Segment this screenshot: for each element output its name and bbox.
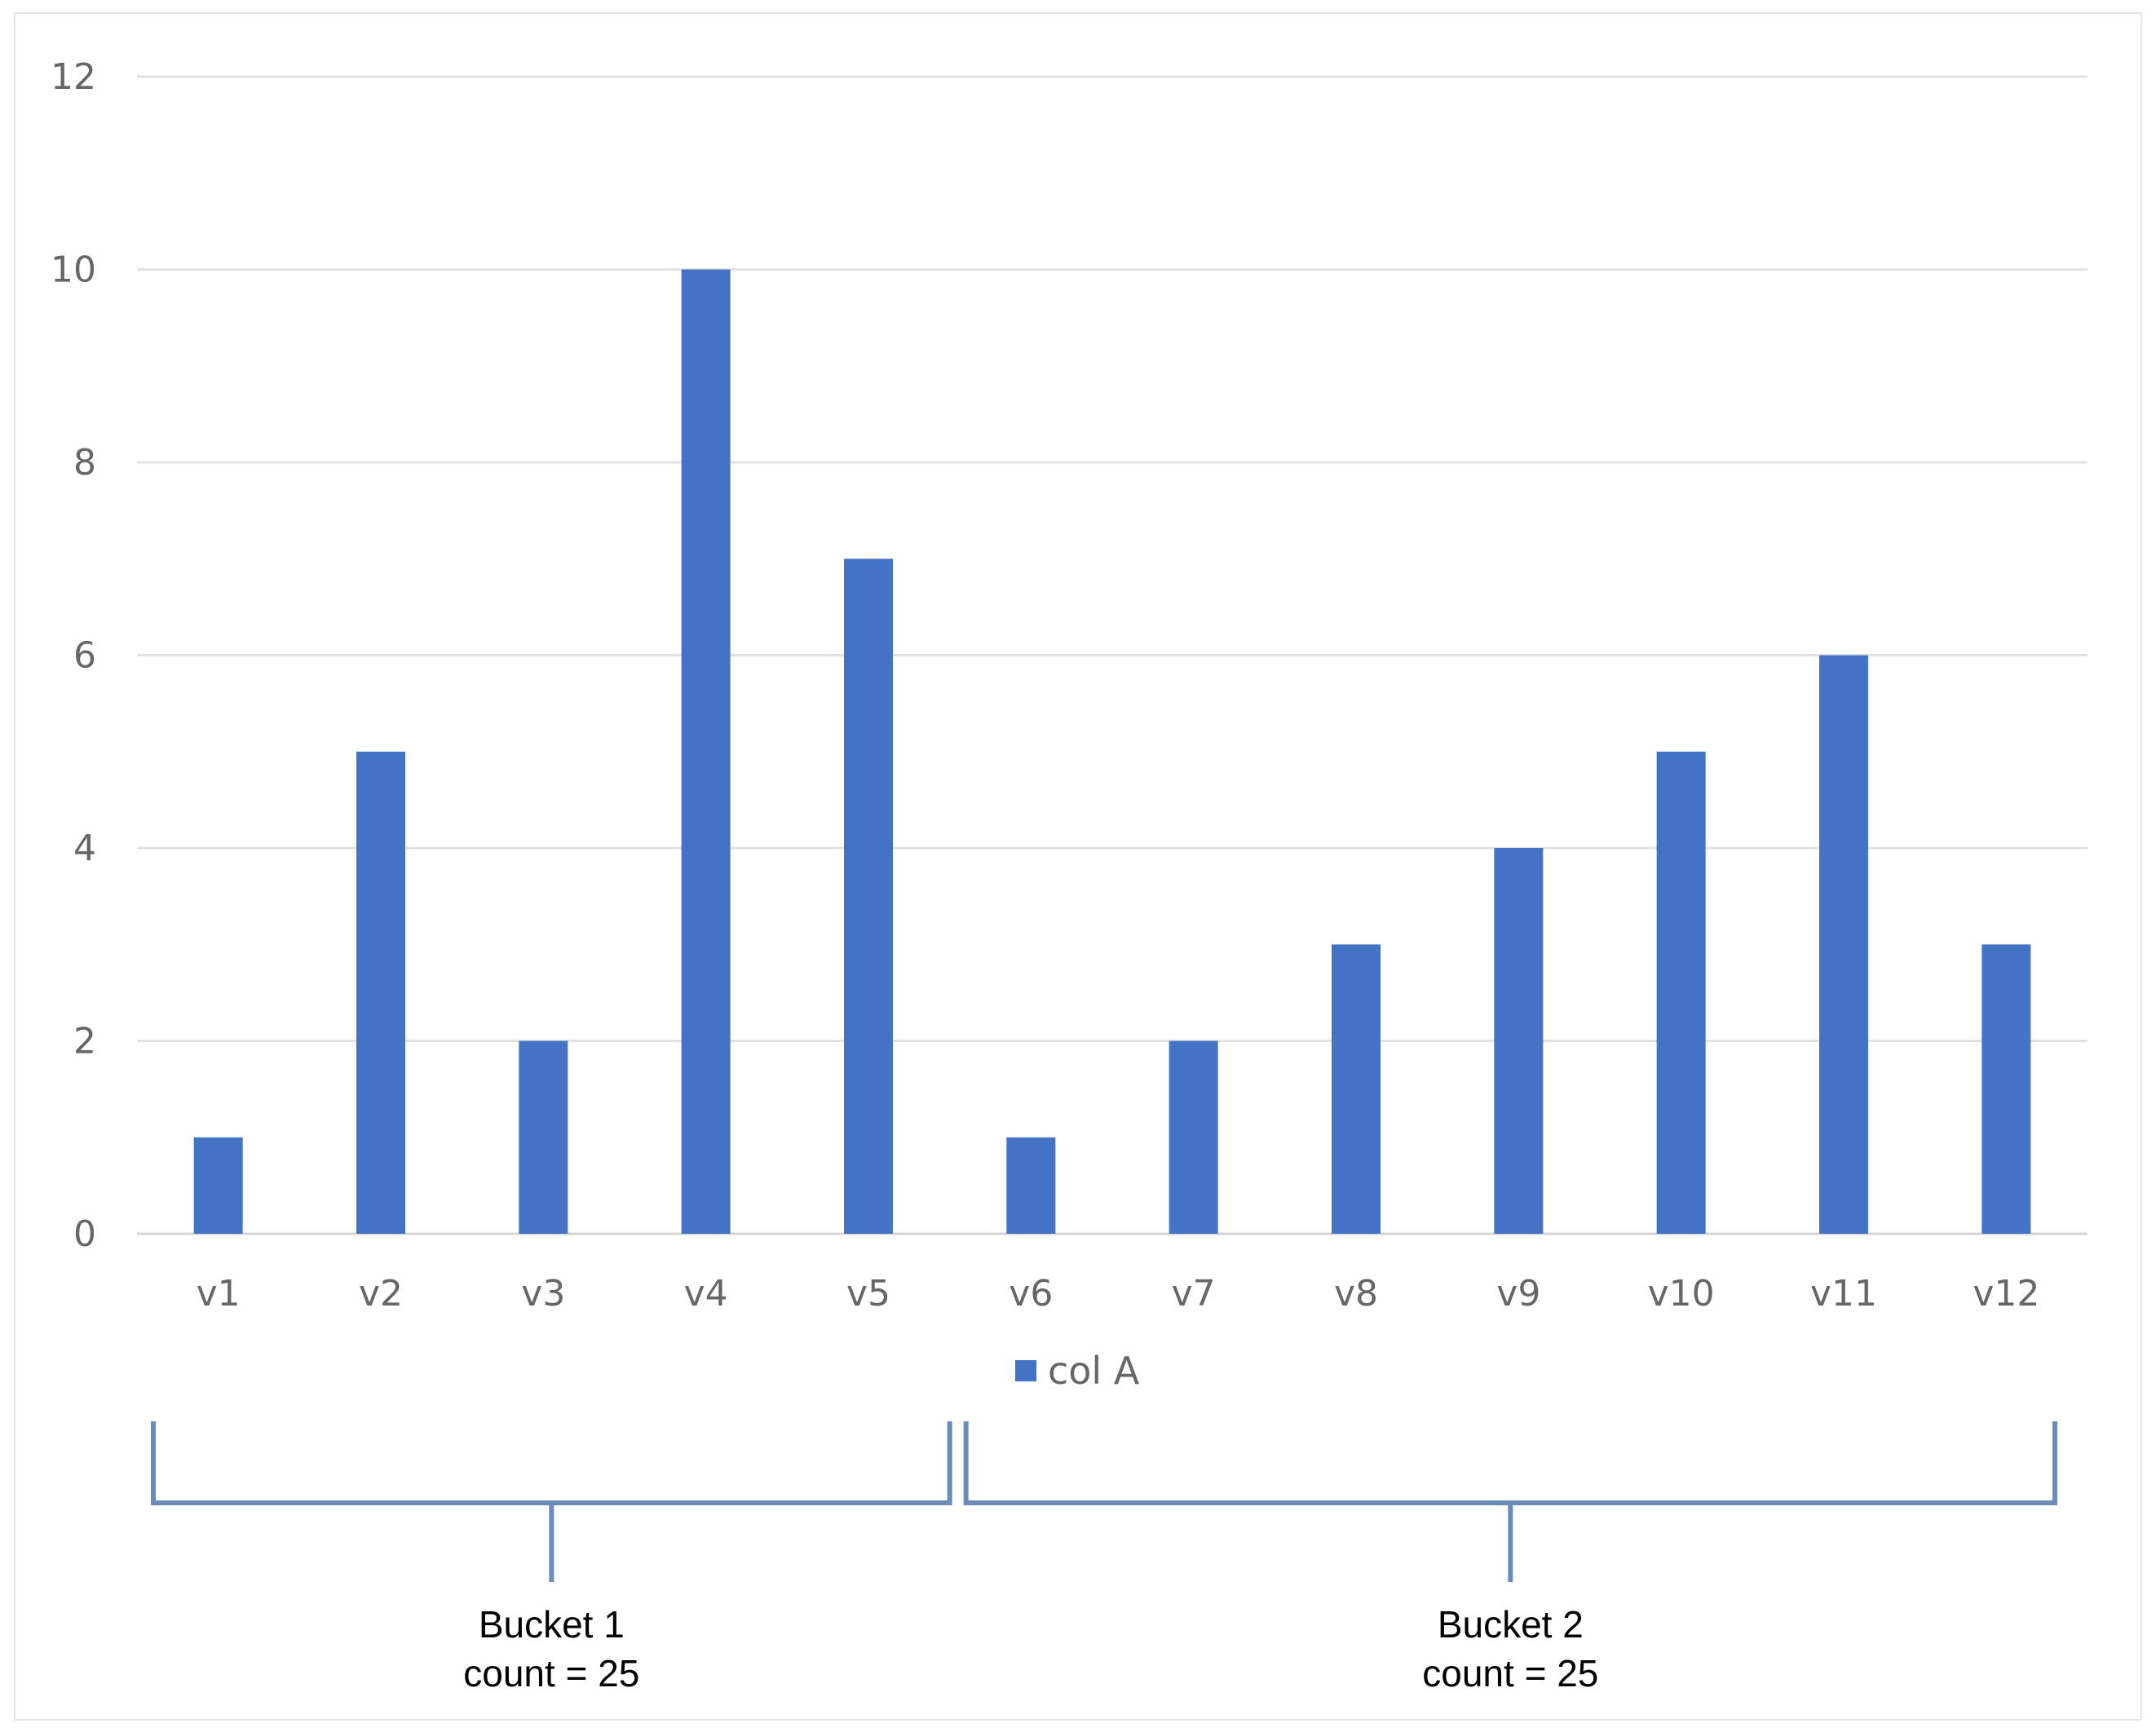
y-tick-label-12: 12	[51, 56, 96, 98]
bar-v12	[1981, 944, 2031, 1234]
gridlines	[137, 75, 2088, 1235]
bucket-2-title: Bucket 2	[1437, 1603, 1584, 1646]
bucket-1-count: count = 25	[463, 1652, 640, 1694]
bar-v6	[1006, 1137, 1056, 1234]
y-tick-label-8: 8	[73, 442, 96, 484]
bars	[193, 269, 2031, 1234]
y-tick-label-0: 0	[73, 1213, 96, 1255]
y-tick-label-6: 6	[73, 635, 96, 677]
bucket-2-annotation: Bucket 2 count = 25	[1225, 1600, 1796, 1698]
bar-v5	[844, 559, 893, 1234]
x-tick-label-v11: v11	[1810, 1273, 1877, 1314]
y-tick-label-4: 4	[73, 828, 96, 869]
x-tick-label-v5: v5	[846, 1273, 890, 1314]
x-tick-label-v12: v12	[1973, 1273, 2039, 1314]
x-tick-label-v4: v4	[684, 1273, 728, 1314]
bucket-1-annotation: Bucket 1 count = 25	[266, 1600, 837, 1698]
x-tick-label-v8: v8	[1334, 1273, 1378, 1314]
bar-v4	[681, 269, 731, 1234]
x-tick-label-v7: v7	[1172, 1273, 1216, 1314]
bar-v3	[519, 1041, 568, 1234]
bar-v10	[1656, 751, 1706, 1234]
bar-v2	[356, 751, 405, 1234]
bucket-1-bracket	[151, 1421, 952, 1582]
legend-swatch-col-a	[1015, 1360, 1036, 1381]
bar-v11	[1819, 655, 1868, 1234]
x-tick-label-v9: v9	[1496, 1273, 1540, 1314]
legend-label-col-a: col A	[1048, 1349, 1140, 1393]
x-tick-label-v2: v2	[359, 1273, 403, 1314]
bucket-1-title: Bucket 1	[478, 1603, 625, 1646]
bar-v1	[193, 1137, 243, 1234]
bar-v9	[1494, 848, 1544, 1234]
x-tick-label-v10: v10	[1648, 1273, 1715, 1314]
y-axis-ticks: 0 2 4 6 8 10 12	[51, 56, 96, 1255]
x-tick-label-v1: v1	[197, 1273, 241, 1314]
x-axis-ticks: v1 v2 v3 v4 v5 v6 v7 v8 v9 v10 v11 v12	[197, 1273, 2040, 1314]
x-tick-label-v6: v6	[1009, 1273, 1053, 1314]
bucket-2-bracket	[963, 1421, 2057, 1582]
bucket-2-count: count = 25	[1422, 1652, 1599, 1694]
y-tick-label-10: 10	[51, 250, 96, 291]
bucket-brackets	[151, 1421, 2057, 1582]
bar-v7	[1169, 1041, 1218, 1234]
x-tick-label-v3: v3	[521, 1273, 565, 1314]
bar-v8	[1332, 944, 1381, 1234]
y-tick-label-2: 2	[73, 1021, 96, 1063]
legend: col A	[1015, 1349, 1140, 1393]
